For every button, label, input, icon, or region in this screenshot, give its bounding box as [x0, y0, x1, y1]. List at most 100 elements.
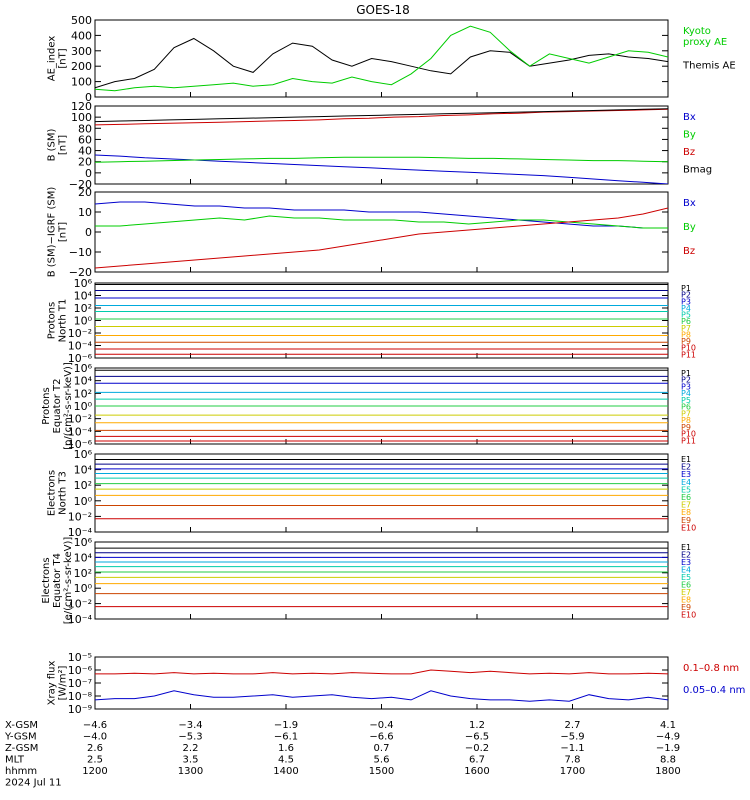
- y-axis-label: North T3: [58, 471, 69, 515]
- series-line-1: [95, 37, 668, 89]
- y-tick-label: 60: [78, 133, 92, 146]
- x-tick-label: 1600: [464, 766, 489, 777]
- x-row-label: Z-GSM: [5, 743, 38, 754]
- x-tick-label: −4.9: [656, 732, 680, 743]
- legend-entry: P6: [681, 403, 691, 412]
- y-tick-label: 10⁶: [74, 448, 93, 461]
- legend-entry: P5: [681, 396, 691, 405]
- y-axis-label: B (SM)−IGRF (SM): [47, 187, 58, 278]
- legend-entry: Themis AE: [682, 61, 736, 72]
- legend-entry: P1: [681, 369, 691, 378]
- y-axis-label: Equator T4: [52, 553, 63, 608]
- legend-entry: By: [683, 130, 696, 141]
- y-axis-label: Protons: [47, 302, 58, 339]
- y-tick-label: 10⁻⁴: [68, 340, 93, 353]
- legend-entry: Kyoto: [683, 26, 711, 37]
- x-tick-label: 5.6: [374, 755, 390, 766]
- y-tick-label: 10⁻²: [68, 327, 92, 340]
- chart-title: GOES-18: [356, 3, 410, 17]
- y-tick-label: 10⁴: [74, 551, 93, 564]
- legend-entry: Bz: [683, 246, 695, 257]
- y-tick-label: 10⁻⁵: [68, 651, 92, 664]
- legend-entry: P10: [681, 430, 696, 439]
- x-tick-label: 8.8: [660, 755, 676, 766]
- y-tick-label: 10⁻⁶: [68, 664, 93, 677]
- y-axis-label: [nT]: [58, 135, 69, 155]
- legend-entry: proxy AE: [683, 37, 727, 48]
- y-tick-label: 80: [78, 122, 92, 135]
- y-tick-label: 0: [85, 167, 92, 180]
- legend-entry: P5: [681, 311, 691, 320]
- y-tick-label: 10⁻²: [68, 598, 92, 611]
- panel-frame: [94, 656, 669, 710]
- x-row-label: hhmm: [5, 766, 37, 777]
- legend-entry: P8: [681, 416, 691, 425]
- y-tick-label: −10: [69, 246, 92, 259]
- panel-7: 10⁶ 10⁴ 10² 10⁰ 10⁻² 10⁻⁴ Electrons Equator T4[…: [41, 536, 696, 626]
- y-tick-label: 200: [71, 60, 92, 73]
- x-tick-label: −1.9: [274, 720, 298, 731]
- x-tick-label: 1300: [178, 766, 203, 777]
- legend-entry: P8: [681, 330, 691, 339]
- x-tick-label: −4.6: [83, 720, 107, 731]
- y-tick-label: 40: [78, 145, 92, 158]
- legend-entry: E1: [681, 543, 691, 552]
- panel-3: −20 −10 0 10 20 B (SM)−IGRF (SM) [nT] Bx By Bz: [47, 186, 696, 279]
- legend-entry: E6: [681, 493, 691, 502]
- y-axis-label: Electrons: [41, 557, 52, 603]
- legend-entry: P7: [681, 324, 691, 333]
- x-tick-label: 0.7: [374, 743, 390, 754]
- y-tick-label: 10: [78, 206, 92, 219]
- legend-entry: E4: [681, 566, 691, 575]
- y-axis-label: [e/(cm²-s-sr-keV)]: [63, 537, 74, 625]
- legend-entry: Bmag: [683, 165, 712, 176]
- y-axis-label: [W/m²]: [58, 665, 69, 700]
- legend-entry: E6: [681, 581, 691, 590]
- y-axis-label: B (SM): [47, 128, 58, 161]
- y-tick-label: 10⁻²: [68, 510, 92, 523]
- y-axis-label: Electrons: [47, 470, 58, 516]
- x-tick-label: 4.1: [660, 720, 676, 731]
- y-tick-label: 10⁴: [74, 290, 93, 303]
- legend-entry: E5: [681, 573, 691, 582]
- x-row-label: Y-GSM: [4, 732, 37, 743]
- y-tick-label: −20: [69, 178, 92, 191]
- legend-entry: E9: [681, 603, 691, 612]
- x-tick-label: 3.5: [183, 755, 199, 766]
- legend-entry: Bx: [683, 112, 696, 123]
- y-axis-label: [nT]: [58, 222, 69, 242]
- x-tick-label: 4.5: [278, 755, 294, 766]
- legend-entry: P11: [681, 350, 696, 359]
- y-tick-label: 10⁶: [74, 536, 93, 549]
- legend-entry: E10: [681, 611, 696, 620]
- y-tick-label: 10⁰: [74, 582, 93, 595]
- legend-entry: E10: [681, 523, 696, 532]
- y-tick-label: 100: [71, 111, 92, 124]
- panel-frame: [94, 453, 669, 533]
- y-tick-label: 10²: [74, 302, 92, 315]
- x-tick-label: −0.4: [369, 720, 393, 731]
- legend-entry: P10: [681, 344, 696, 353]
- y-tick-label: 10⁶: [74, 362, 93, 375]
- legend-entry: Bz: [683, 147, 695, 158]
- legend-entry: P3: [681, 297, 691, 306]
- y-tick-label: 20: [78, 186, 92, 199]
- y-axis-label: Protons: [41, 387, 52, 424]
- x-tick-label: 1700: [560, 766, 585, 777]
- y-tick-label: 20: [78, 156, 92, 169]
- x-tick-label: 1.2: [469, 720, 485, 731]
- y-tick-label: 10⁰: [74, 315, 93, 328]
- y-axis-label: [nT]: [58, 48, 69, 68]
- legend-entry: P9: [681, 337, 691, 346]
- x-tick-label: −5.3: [178, 732, 202, 743]
- series-line-2: [95, 156, 668, 163]
- panel-frame: [94, 191, 669, 273]
- y-tick-label: 10⁻⁴: [68, 613, 93, 626]
- y-tick-label: 10⁻⁶: [68, 438, 93, 451]
- series-line-3: [95, 207, 668, 269]
